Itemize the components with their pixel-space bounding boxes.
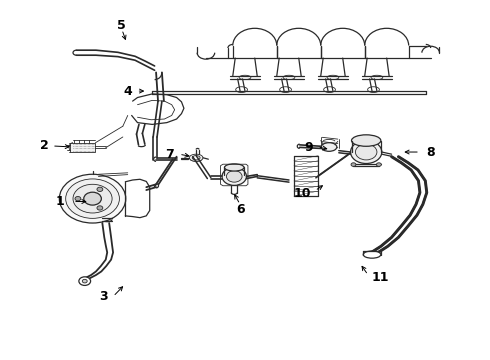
- Ellipse shape: [363, 251, 381, 258]
- Text: 11: 11: [372, 271, 390, 284]
- Ellipse shape: [226, 171, 242, 182]
- Ellipse shape: [79, 277, 91, 285]
- Text: 5: 5: [118, 19, 126, 32]
- Text: 10: 10: [294, 187, 311, 200]
- Bar: [70, 143, 96, 152]
- Ellipse shape: [59, 174, 126, 223]
- Ellipse shape: [321, 143, 337, 151]
- Text: 7: 7: [166, 148, 174, 161]
- Text: 8: 8: [426, 145, 435, 158]
- Ellipse shape: [97, 187, 103, 192]
- Text: 2: 2: [40, 139, 49, 152]
- Ellipse shape: [350, 140, 382, 163]
- Text: 1: 1: [55, 195, 64, 208]
- Ellipse shape: [189, 154, 203, 161]
- Ellipse shape: [355, 144, 377, 160]
- Ellipse shape: [82, 279, 87, 283]
- Ellipse shape: [66, 179, 120, 219]
- Ellipse shape: [73, 184, 112, 213]
- Ellipse shape: [376, 163, 381, 166]
- Ellipse shape: [84, 192, 101, 205]
- Text: 4: 4: [124, 85, 133, 98]
- Ellipse shape: [222, 167, 246, 185]
- Ellipse shape: [351, 135, 381, 146]
- Ellipse shape: [224, 164, 244, 171]
- Text: 3: 3: [99, 290, 108, 303]
- Ellipse shape: [192, 156, 200, 160]
- Text: 6: 6: [236, 203, 245, 216]
- Text: 9: 9: [305, 140, 314, 153]
- Ellipse shape: [97, 206, 103, 210]
- Ellipse shape: [351, 163, 356, 166]
- Ellipse shape: [75, 197, 81, 201]
